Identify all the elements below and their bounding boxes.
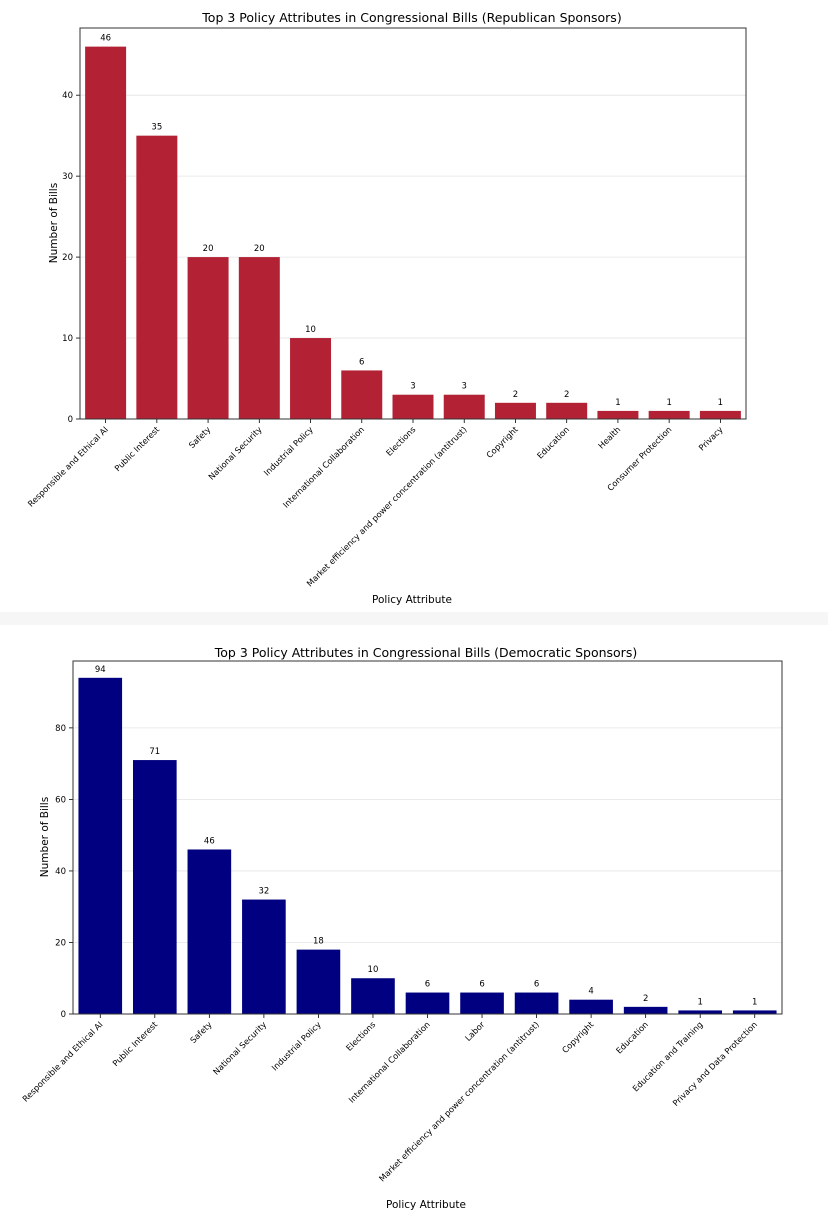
bar-value-label: 1 (718, 398, 723, 408)
bar (290, 338, 332, 419)
category-label: Safety (188, 1019, 214, 1045)
bar (238, 257, 280, 419)
category-label: Public Interest (110, 1019, 159, 1068)
bar-value-label: 6 (534, 980, 539, 990)
bar-value-label: 2 (564, 390, 569, 400)
bar-value-label: 71 (149, 747, 160, 757)
bar-value-label: 18 (313, 937, 324, 947)
category-label: Industrial Policy (262, 424, 315, 477)
x-axis-title: Policy Attribute (386, 1199, 466, 1211)
bar-value-label: 20 (254, 244, 265, 254)
republican-chart: Top 3 Policy Attributes in Congressional… (25, 10, 747, 606)
y-tick-label: 0 (61, 1010, 66, 1020)
category-label: International Collaboration (281, 424, 366, 509)
bar-value-label: 4 (588, 987, 593, 997)
bar (351, 978, 395, 1014)
bar-value-label: 46 (204, 836, 215, 846)
category-label: National Security (211, 1019, 269, 1077)
chart-title: Top 3 Policy Attributes in Congressional… (201, 10, 621, 25)
y-tick-label: 80 (55, 724, 66, 734)
y-tick-label: 0 (68, 415, 73, 425)
bar (78, 677, 123, 1014)
bar (648, 410, 690, 419)
bar (514, 992, 559, 1014)
bar (732, 1010, 777, 1014)
bar (699, 410, 741, 419)
bar (242, 899, 286, 1014)
category-label: National Security (206, 424, 264, 482)
bar-value-label: 2 (513, 390, 518, 400)
y-tick-label: 40 (62, 91, 73, 101)
plot-frame (72, 660, 783, 1015)
republican-chart-svg: Top 3 Policy Attributes in Congressional… (26, 10, 747, 606)
bar-value-label: 10 (305, 325, 316, 335)
bar (296, 949, 341, 1014)
bar-value-label: 46 (100, 34, 111, 44)
bar (187, 257, 229, 419)
y-tick-label: 30 (62, 172, 73, 182)
bar (392, 394, 434, 419)
bar-value-label: 1 (697, 997, 702, 1007)
bar (405, 992, 450, 1014)
y-tick-label: 20 (62, 253, 73, 263)
bar-value-label: 6 (425, 980, 430, 990)
chart-title: Top 3 Policy Attributes in Congressional… (214, 645, 637, 660)
bar-value-label: 20 (203, 244, 214, 254)
bar-value-label: 1 (752, 997, 757, 1007)
category-label: Copyright (560, 1019, 596, 1055)
category-label: Responsible and Ethical AI (26, 424, 110, 508)
bar (569, 999, 613, 1014)
bar (623, 1006, 668, 1014)
category-label: Health (596, 424, 622, 450)
y-tick-label: 10 (62, 334, 73, 344)
category-label: Elections (384, 424, 418, 458)
bar-value-label: 1 (666, 398, 671, 408)
democratic-chart: Top 3 Policy Attributes in Congressional… (0, 625, 828, 1224)
bar (678, 1010, 723, 1014)
bar (132, 760, 177, 1014)
category-label: Elections (344, 1019, 378, 1053)
bar-value-label: 3 (462, 382, 467, 392)
bar-value-label: 6 (359, 357, 364, 367)
category-label: Responsible and Ethical AI (20, 1019, 104, 1103)
bar-value-label: 2 (643, 994, 648, 1004)
bar (597, 410, 639, 419)
category-label: Industrial Policy (270, 1019, 323, 1072)
category-label: Copyright (484, 424, 520, 460)
x-axis-title: Policy Attribute (372, 594, 452, 606)
bar-value-label: 35 (151, 123, 162, 133)
category-label: Public Interest (112, 424, 161, 473)
bar (187, 849, 232, 1014)
category-label: Safety (187, 424, 213, 450)
democratic-chart-svg: Top 3 Policy Attributes in Congressional… (20, 645, 783, 1211)
bar (494, 402, 536, 419)
bar-value-label: 10 (368, 965, 379, 975)
bar (85, 46, 127, 419)
bar-value-label: 94 (95, 665, 106, 675)
y-tick-label: 20 (55, 938, 66, 948)
category-label: Labor (463, 1019, 487, 1043)
y-axis-title: Number of Bills (48, 183, 60, 263)
category-label: Education (535, 424, 571, 460)
bar-value-label: 32 (258, 887, 269, 897)
y-axis-title: Number of Bills (39, 797, 51, 877)
bar (136, 135, 178, 419)
y-tick-label: 40 (55, 867, 66, 877)
category-label: Education (614, 1019, 650, 1055)
bar (341, 370, 383, 419)
category-label: Privacy (696, 424, 724, 452)
bar-value-label: 3 (410, 382, 415, 392)
chart-separator (0, 612, 828, 625)
bar-value-label: 1 (615, 398, 620, 408)
bar (460, 992, 504, 1014)
bar-value-label: 6 (479, 980, 484, 990)
plot-frame (79, 27, 747, 420)
bar (443, 394, 485, 419)
bar (546, 402, 588, 419)
y-tick-label: 60 (55, 795, 66, 805)
